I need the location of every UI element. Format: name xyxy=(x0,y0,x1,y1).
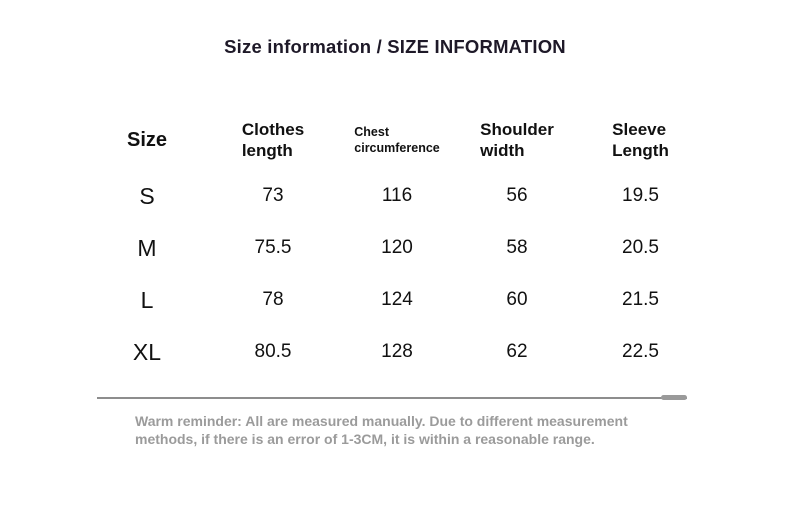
size-value: XL xyxy=(132,338,162,365)
table-header-row: Size Clothes length Chest circumference … xyxy=(85,110,704,170)
table-row-l: L 78 124 60 21.5 xyxy=(85,274,704,326)
table-row-m: M 75.5 120 58 20.5 xyxy=(85,222,704,274)
shoulder-width-value: 58 xyxy=(506,237,528,258)
column-header-clothes-length: Clothes length xyxy=(209,110,337,170)
column-header-shoulder-width-label: Shoulder width xyxy=(480,120,554,160)
clothes-length-value: 80.5 xyxy=(254,341,292,362)
shoulder-width-value: 62 xyxy=(506,341,528,362)
chest-circumference-value: 124 xyxy=(381,289,413,310)
sleeve-length-value: 19.5 xyxy=(622,185,659,206)
clothes-length-value: 73 xyxy=(262,185,284,206)
clothes-length-value: 75.5 xyxy=(254,237,292,258)
sleeve-length-value: 22.5 xyxy=(622,341,659,362)
sleeve-length-value: 21.5 xyxy=(622,289,659,310)
size-value: M xyxy=(137,234,157,261)
column-header-chest-circumference-label: Chest circumference xyxy=(354,125,440,155)
page-title: Size information / SIZE INFORMATION xyxy=(224,36,566,57)
divider-line xyxy=(97,397,687,399)
table-row-s: S 73 116 56 19.5 xyxy=(85,170,704,222)
column-header-sleeve-length: Sleeve Length xyxy=(577,110,704,170)
column-header-sleeve-length-label: Sleeve Length xyxy=(612,120,669,160)
chest-circumference-value: 120 xyxy=(381,237,413,258)
shoulder-width-value: 56 xyxy=(506,185,528,206)
size-value: S xyxy=(139,182,155,209)
column-header-shoulder-width: Shoulder width xyxy=(457,110,577,170)
divider xyxy=(97,395,687,401)
chest-circumference-value: 128 xyxy=(381,341,413,362)
column-header-clothes-length-label: Clothes length xyxy=(241,120,305,160)
column-header-size: Size xyxy=(85,110,209,170)
size-table: Size Clothes length Chest circumference … xyxy=(85,110,704,378)
clothes-length-value: 78 xyxy=(262,289,284,310)
warm-reminder-text: Warm reminder: All are measured manually… xyxy=(135,413,628,447)
size-info-page: Size information / SIZE INFORMATION Size… xyxy=(0,36,790,520)
size-value: L xyxy=(140,286,154,313)
divider-end-cap xyxy=(661,395,687,400)
chest-circumference-value: 116 xyxy=(381,185,413,206)
shoulder-width-value: 60 xyxy=(506,289,528,310)
sleeve-length-value: 20.5 xyxy=(622,237,659,258)
table-row-xl: XL 80.5 128 62 22.5 xyxy=(85,326,704,378)
column-header-chest-circumference: Chest circumference xyxy=(337,110,457,170)
column-header-size-label: Size xyxy=(126,128,168,151)
